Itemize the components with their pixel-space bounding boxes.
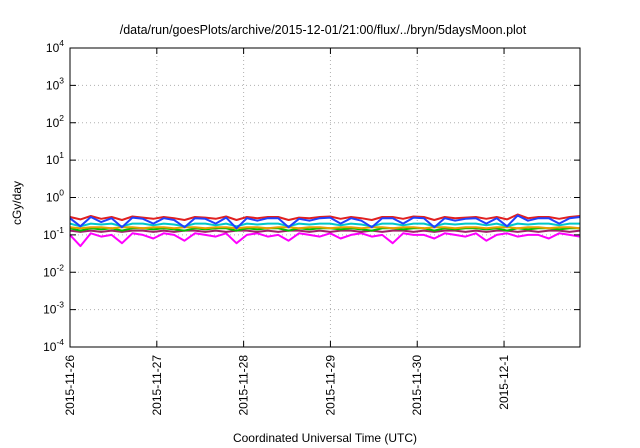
y-tick-label: 101: [46, 150, 64, 167]
y-tick-label: 102: [46, 113, 64, 130]
x-tick-label: 2015-12-1: [497, 355, 511, 410]
series-layer: [69, 213, 581, 248]
chart-title: /data/run/goesPlots/archive/2015-12-01/2…: [120, 23, 527, 37]
grid: [70, 48, 580, 347]
y-tick-label: 10-4: [43, 337, 64, 354]
series-line: [69, 222, 580, 228]
y-tick-label: 10-3: [43, 300, 64, 317]
series-line: [69, 213, 581, 221]
y-tick-label: 104: [46, 38, 64, 55]
series-line: [69, 214, 581, 230]
x-tick-label: 2015-11-30: [410, 355, 424, 416]
y-axis-label: cGy/day: [10, 181, 24, 225]
y-tick-label: 103: [46, 75, 64, 92]
x-tick-label: 2015-11-28: [237, 355, 251, 416]
series-line: [69, 232, 581, 248]
x-axis-label: Coordinated Universal Time (UTC): [233, 431, 417, 445]
y-tick-label: 10-2: [43, 262, 64, 279]
x-axis: 2015-11-26 2015-11-27 2015-11-28 2015-11-29…: [63, 48, 511, 416]
series-line: [69, 226, 581, 230]
y-tick-label: 100: [46, 188, 64, 205]
x-tick-label: 2015-11-29: [323, 355, 337, 416]
y-tick-label: 10-1: [43, 225, 64, 242]
y-axis: 10-4 10-3 10-2 10-1 100 101 102 103 104: [43, 38, 580, 354]
x-tick-label: 2015-11-26: [63, 355, 77, 416]
x-tick-label: 2015-11-27: [150, 355, 164, 416]
series-line: [69, 229, 581, 233]
